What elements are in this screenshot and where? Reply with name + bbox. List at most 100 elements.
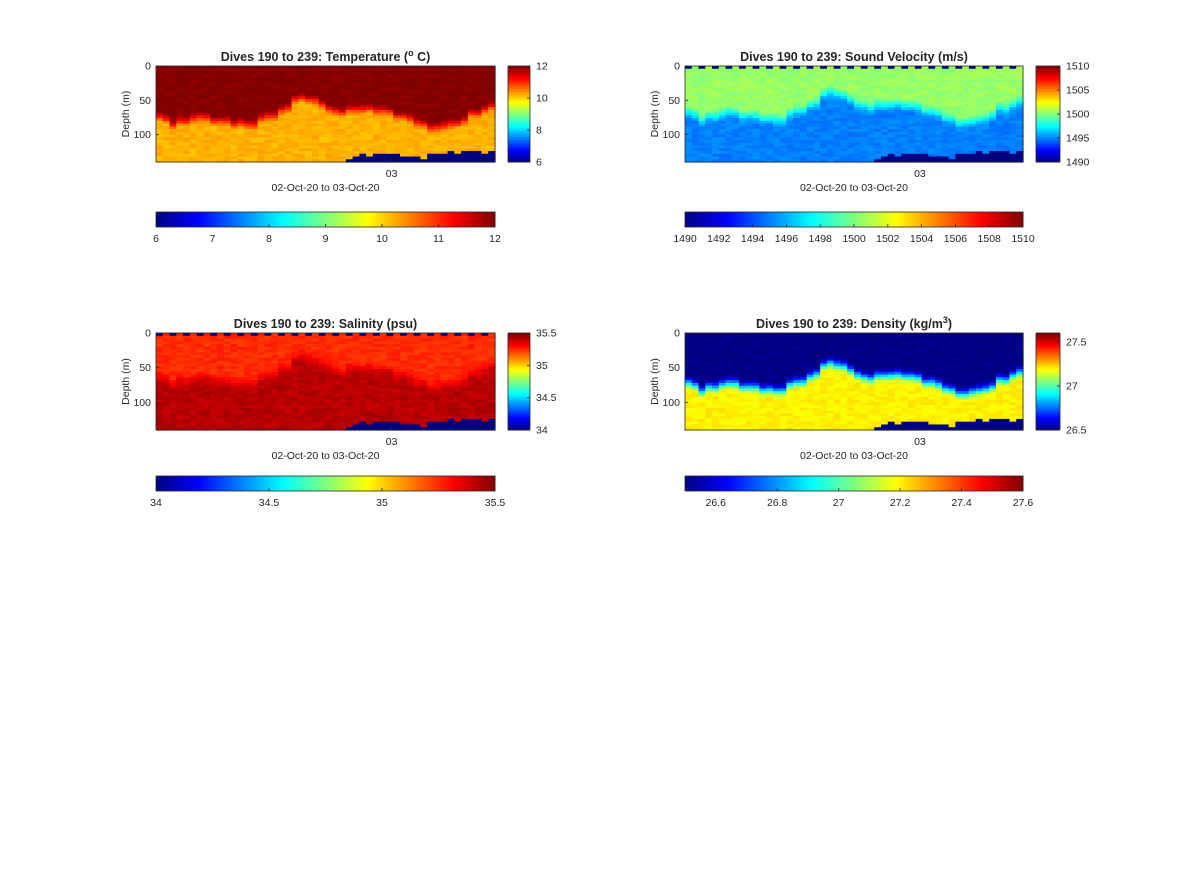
heatmap-cell bbox=[705, 151, 713, 155]
heatmap-cell bbox=[325, 71, 333, 75]
heatmap-cell bbox=[237, 134, 245, 138]
heatmap-cell bbox=[698, 134, 706, 138]
heatmap-cell bbox=[813, 120, 821, 125]
heatmap-cell bbox=[935, 159, 943, 163]
heatmap-cell bbox=[332, 96, 340, 100]
heatmap-cell bbox=[210, 87, 218, 92]
heatmap-cell bbox=[244, 68, 252, 73]
heatmap-cell bbox=[250, 96, 259, 100]
heatmap-cell bbox=[982, 90, 990, 95]
heatmap-cell bbox=[759, 96, 767, 100]
colorbar-swatch bbox=[285, 212, 289, 227]
heatmap-cell bbox=[467, 85, 476, 89]
heatmap-cell bbox=[386, 74, 394, 78]
heatmap-cell bbox=[203, 396, 211, 401]
heatmap-cell bbox=[244, 131, 252, 136]
heatmap-cell bbox=[975, 126, 984, 130]
heatmap-cell bbox=[257, 112, 266, 116]
heatmap-cell bbox=[461, 112, 469, 116]
heatmap-cell bbox=[820, 68, 828, 73]
heatmap-cell bbox=[284, 366, 293, 370]
heatmap-cell bbox=[833, 134, 842, 138]
heatmap-cell bbox=[162, 377, 171, 381]
heatmap-cell bbox=[325, 129, 333, 133]
heatmap-cell bbox=[379, 76, 388, 81]
heatmap-cell bbox=[901, 101, 909, 105]
heatmap-cell bbox=[318, 159, 327, 163]
heatmap-cell bbox=[162, 109, 171, 114]
heatmap-cell bbox=[325, 96, 333, 100]
heatmap-cell bbox=[203, 355, 211, 359]
heatmap-cell bbox=[799, 123, 808, 127]
heatmap-cell bbox=[176, 131, 184, 136]
heatmap-cell bbox=[921, 98, 929, 103]
heatmap-cell bbox=[406, 109, 415, 114]
heatmap-cell bbox=[196, 66, 205, 70]
heatmap-cell bbox=[914, 140, 923, 144]
heatmap-cell bbox=[454, 85, 462, 89]
heatmap-cell bbox=[372, 87, 381, 92]
heatmap-cell bbox=[257, 87, 266, 92]
heatmap-cell bbox=[244, 90, 252, 95]
heatmap-cell bbox=[474, 96, 483, 100]
heatmap-cell bbox=[481, 101, 489, 105]
heatmap-cell bbox=[156, 120, 164, 125]
heatmap-cell bbox=[325, 421, 333, 426]
heatmap-cell bbox=[779, 74, 787, 78]
heatmap-cell bbox=[156, 357, 164, 362]
colorbar-swatch bbox=[946, 212, 950, 227]
heatmap-cell bbox=[244, 115, 252, 119]
heatmap-cell bbox=[691, 79, 700, 84]
heatmap-cell bbox=[772, 159, 781, 163]
heatmap-cell bbox=[210, 109, 218, 114]
heatmap-cell bbox=[305, 104, 313, 108]
heatmap-cell bbox=[298, 104, 306, 108]
heatmap-cell bbox=[183, 416, 191, 420]
heatmap-cell bbox=[278, 151, 286, 155]
heatmap-cell bbox=[739, 68, 747, 73]
heatmap-cell bbox=[244, 120, 252, 125]
heatmap-cell bbox=[203, 107, 211, 111]
heatmap-cell bbox=[413, 74, 422, 78]
heatmap-cell bbox=[433, 112, 442, 116]
heatmap-cell bbox=[474, 87, 483, 92]
heatmap-cell bbox=[244, 385, 252, 390]
heatmap-cell bbox=[244, 341, 252, 345]
heatmap-cell bbox=[230, 393, 238, 398]
heatmap-cell bbox=[1002, 98, 1011, 103]
heatmap-cell bbox=[948, 131, 956, 136]
heatmap-cell bbox=[156, 151, 164, 155]
heatmap-cell bbox=[698, 104, 706, 108]
heatmap-cell bbox=[250, 82, 259, 86]
heatmap-cell bbox=[156, 112, 164, 116]
heatmap-cell bbox=[183, 421, 191, 426]
heatmap-cell bbox=[237, 399, 245, 403]
heatmap-cell bbox=[799, 71, 808, 75]
heatmap-cell bbox=[427, 93, 435, 97]
heatmap-cell bbox=[454, 126, 462, 130]
heatmap-cell bbox=[271, 156, 279, 160]
heatmap-cell bbox=[284, 112, 293, 116]
heatmap-cell bbox=[278, 371, 286, 376]
heatmap-cell bbox=[854, 134, 862, 138]
heatmap-cell bbox=[941, 129, 950, 133]
heatmap-cell bbox=[820, 85, 828, 89]
heatmap-cell bbox=[739, 96, 747, 100]
heatmap-cell bbox=[406, 159, 415, 163]
heatmap-cell bbox=[860, 112, 869, 116]
heatmap-cell bbox=[874, 96, 882, 100]
heatmap-cell bbox=[291, 93, 299, 97]
heatmap-cell bbox=[183, 360, 191, 365]
heatmap-cell bbox=[339, 66, 347, 70]
colorbar-swatch bbox=[925, 212, 929, 227]
heatmap-cell bbox=[305, 107, 313, 111]
heatmap-cell bbox=[867, 153, 875, 158]
heatmap-cell bbox=[162, 418, 171, 423]
heatmap-cell bbox=[461, 90, 469, 95]
heatmap-cell bbox=[183, 388, 191, 392]
heatmap-cell bbox=[311, 66, 320, 70]
heatmap-cell bbox=[311, 131, 320, 136]
colorbar-swatch bbox=[1036, 88, 1060, 91]
heatmap-cell bbox=[339, 424, 347, 428]
heatmap-cell bbox=[685, 71, 693, 75]
